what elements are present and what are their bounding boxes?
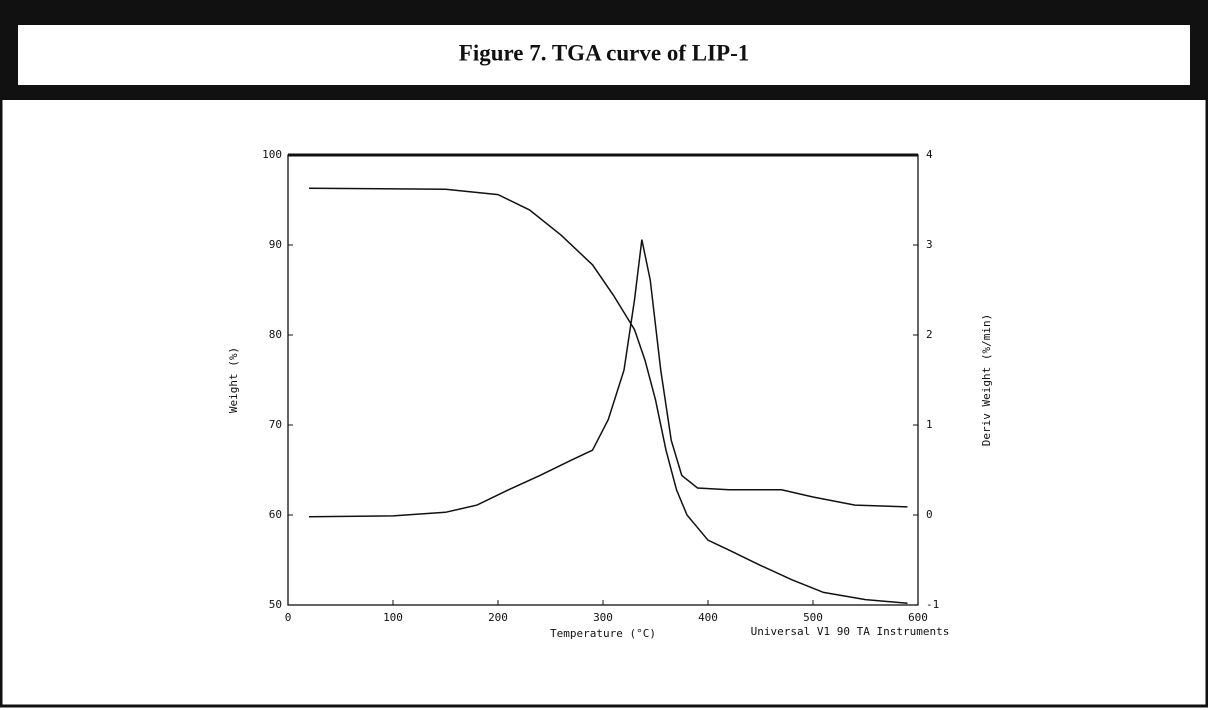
y-tick-label: 50 [269,598,282,611]
y-tick-label: 60 [269,508,282,521]
y-axis-label: Weight (%) [227,347,240,413]
plot-frame [287,154,919,606]
y2-tick-label: 1 [926,418,933,431]
y2-tick-label: 0 [926,508,933,521]
y2-tick-label: 3 [926,238,933,251]
annotation: Universal V1 90 TA Instruments [751,625,950,638]
data-line [308,187,908,604]
x-tick-label: 0 [285,611,292,624]
y-tick-label: 80 [269,328,282,341]
x-tick-label: 200 [488,611,508,624]
x-tick-label: 300 [593,611,613,624]
y-tick-label: 100 [262,148,282,161]
x-tick-label: 500 [803,611,823,624]
x-tick-label: 100 [383,611,403,624]
y2-tick-label: 2 [926,328,933,341]
data-line [308,239,908,518]
x-axis-label: Temperature (°C) [550,627,656,640]
chart-title: Figure 7. TGA curve of LIP-1 [459,40,749,65]
y-tick-label: 90 [269,238,282,251]
frame [0,96,1208,708]
title-box [18,25,1190,85]
y2-tick-label: 4 [926,148,933,161]
y2-axis-label: Deriv Weight (%/min) [980,314,993,446]
y2-tick-label: -1 [926,598,939,611]
x-tick-label: 400 [698,611,718,624]
x-tick-label: 600 [908,611,928,624]
y-tick-label: 70 [269,418,282,431]
